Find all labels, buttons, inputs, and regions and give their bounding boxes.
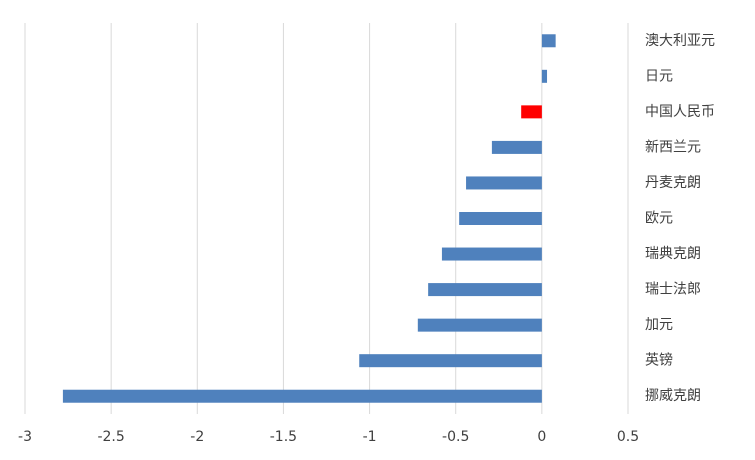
bar — [417, 318, 542, 332]
x-tick-label: -2 — [190, 429, 204, 445]
category-label: 日元 — [645, 68, 673, 84]
bar — [466, 176, 542, 190]
x-tick-label: -1 — [363, 429, 377, 445]
category-label: 加元 — [645, 317, 673, 333]
bar — [459, 212, 542, 225]
category-label: 中国人民币 — [645, 104, 715, 120]
bar — [541, 34, 556, 48]
bar — [541, 69, 548, 83]
x-tick-label: -3 — [18, 429, 32, 445]
bar — [428, 283, 542, 297]
category-label: 瑞士法郎 — [645, 282, 701, 298]
x-tick-label: -2.5 — [97, 429, 124, 445]
category-label: 英镑 — [645, 352, 673, 369]
bar — [62, 389, 542, 403]
bar — [521, 105, 542, 119]
category-label: 丹麦克朗 — [645, 175, 701, 191]
category-label: 挪威克朗 — [645, 388, 701, 404]
x-tick-label: 0 — [537, 429, 546, 445]
x-tick-label: 0.5 — [617, 429, 639, 445]
x-tick-label: -0.5 — [442, 429, 469, 445]
x-tick-label: -1.5 — [270, 429, 297, 445]
bar — [491, 140, 542, 154]
category-label: 新西兰元 — [645, 139, 701, 155]
category-label: 瑞典克朗 — [645, 246, 701, 262]
category-label: 澳大利亚元 — [645, 33, 715, 49]
bar — [441, 247, 542, 261]
bar — [359, 354, 542, 368]
category-label: 欧元 — [645, 211, 673, 227]
